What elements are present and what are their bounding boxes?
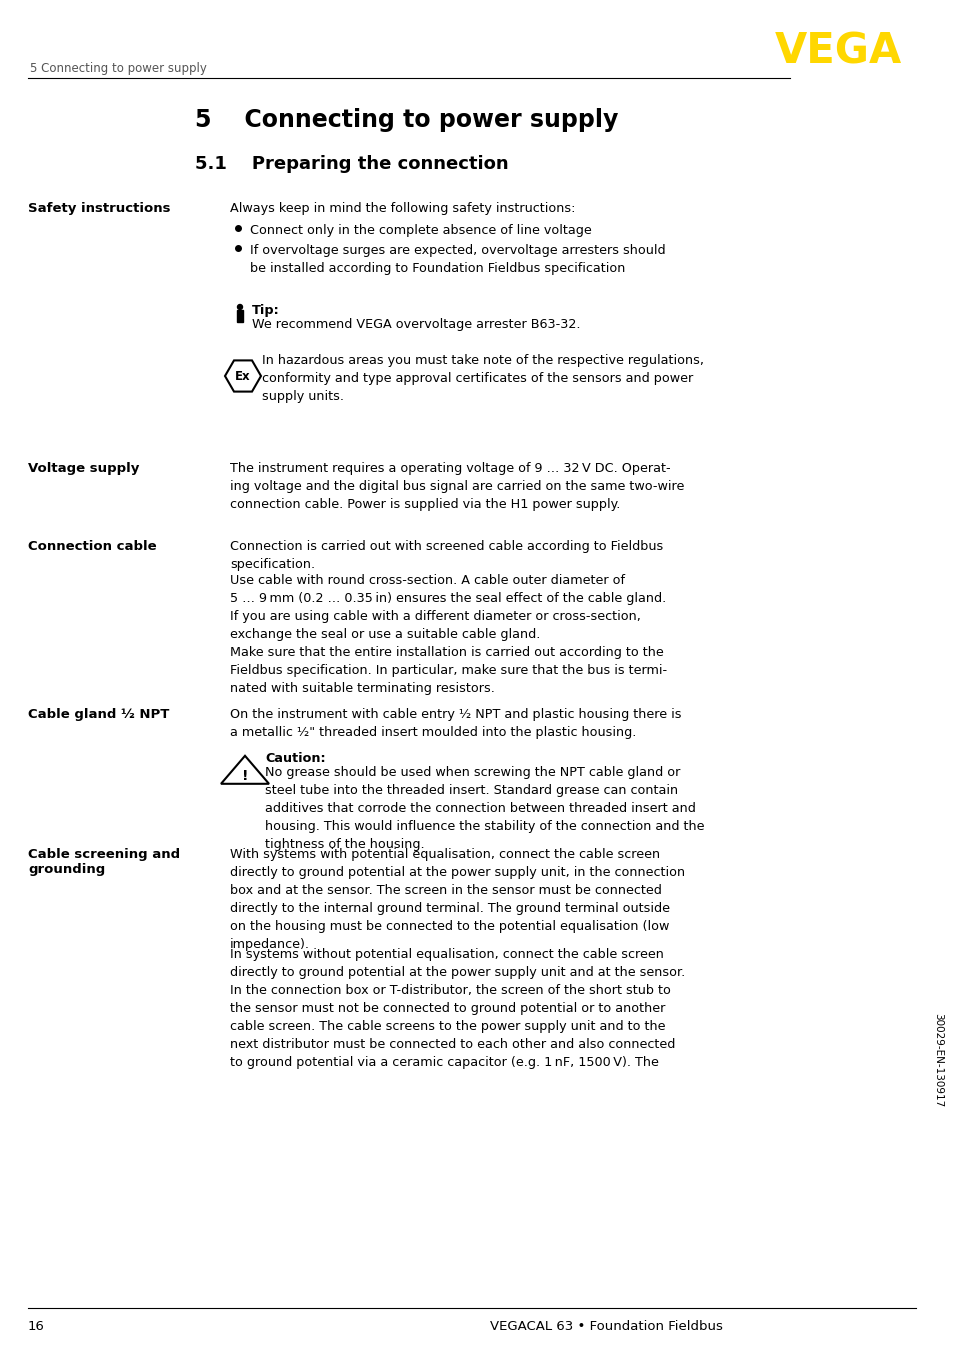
Text: Cable screening and: Cable screening and	[28, 848, 180, 861]
Text: VEGA: VEGA	[774, 30, 902, 72]
Text: 5 Connecting to power supply: 5 Connecting to power supply	[30, 62, 207, 74]
Text: 30029-EN-130917: 30029-EN-130917	[932, 1013, 942, 1108]
Text: The instrument requires a operating voltage of 9 … 32 V DC. Operat-
ing voltage : The instrument requires a operating volt…	[230, 462, 683, 510]
Text: 5.1    Preparing the connection: 5.1 Preparing the connection	[194, 154, 508, 173]
Text: Cable gland ½ NPT: Cable gland ½ NPT	[28, 708, 170, 720]
Text: No grease should be used when screwing the NPT cable gland or
steel tube into th: No grease should be used when screwing t…	[265, 766, 703, 852]
Text: Connect only in the complete absence of line voltage: Connect only in the complete absence of …	[250, 223, 591, 237]
Text: Caution:: Caution:	[265, 751, 325, 765]
Text: VEGACAL 63 • Foundation Fieldbus: VEGACAL 63 • Foundation Fieldbus	[490, 1320, 722, 1332]
Text: On the instrument with cable entry ½ NPT and plastic housing there is
a metallic: On the instrument with cable entry ½ NPT…	[230, 708, 680, 739]
Text: Make sure that the entire installation is carried out according to the
Fieldbus : Make sure that the entire installation i…	[230, 646, 666, 695]
Text: If overvoltage surges are expected, overvoltage arresters should
be installed ac: If overvoltage surges are expected, over…	[250, 244, 665, 275]
Text: grounding: grounding	[28, 862, 105, 876]
Text: Connection cable: Connection cable	[28, 540, 156, 552]
Text: Ex: Ex	[235, 370, 251, 382]
Text: We recommend VEGA overvoltage arrester B63-32.: We recommend VEGA overvoltage arrester B…	[252, 318, 579, 330]
Text: Safety instructions: Safety instructions	[28, 202, 171, 215]
Text: Voltage supply: Voltage supply	[28, 462, 139, 475]
Text: In systems without potential equalisation, connect the cable screen
directly to : In systems without potential equalisatio…	[230, 948, 684, 1070]
Circle shape	[237, 305, 242, 310]
Text: With systems with potential equalisation, connect the cable screen
directly to g: With systems with potential equalisation…	[230, 848, 684, 951]
Text: Always keep in mind the following safety instructions:: Always keep in mind the following safety…	[230, 202, 575, 215]
Text: 5    Connecting to power supply: 5 Connecting to power supply	[194, 108, 618, 131]
Text: !: !	[241, 769, 248, 783]
Text: Connection is carried out with screened cable according to Fieldbus
specificatio: Connection is carried out with screened …	[230, 540, 662, 571]
Text: 16: 16	[28, 1320, 45, 1332]
FancyBboxPatch shape	[236, 310, 243, 322]
Text: Tip:: Tip:	[252, 305, 279, 317]
Text: Use cable with round cross-section. A cable outer diameter of
5 … 9 mm (0.2 … 0.: Use cable with round cross-section. A ca…	[230, 574, 665, 640]
Text: In hazardous areas you must take note of the respective regulations,
conformity : In hazardous areas you must take note of…	[262, 353, 703, 403]
